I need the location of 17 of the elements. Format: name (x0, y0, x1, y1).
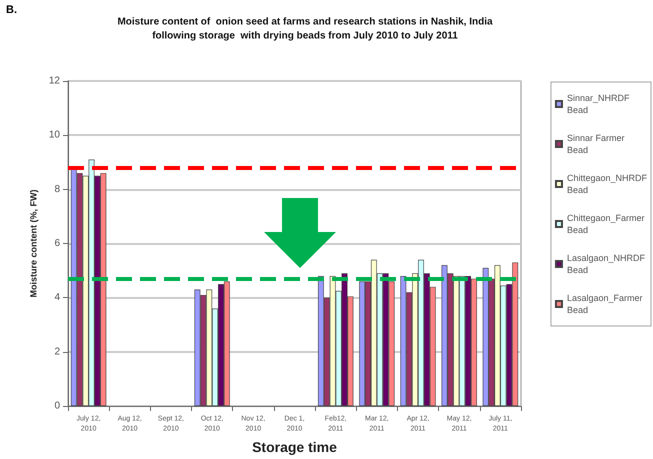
y-tick-label: 6 (54, 238, 60, 249)
legend-label: Chittegaon_Farmer Bead (566, 213, 645, 235)
legend-label: Sinnar_NHRDF Bead (566, 93, 630, 115)
chart-title: Moisture content of onion seed at farms and research stations in Nashik, India following storage with drying beads from July 2010 to July 2011 (117, 16, 493, 42)
legend-label: Lasalgaon_Farmer Bead (566, 293, 643, 315)
legend-label: Chittegaon_NHRDF Bead (566, 173, 648, 195)
x-axis-title: Storage time (252, 439, 338, 455)
y-tick-label: 12 (48, 76, 60, 86)
y-tick-label: 0 (54, 400, 60, 412)
legend-label: Sinnar Farmer Bead (566, 133, 624, 155)
text: B. (6, 4, 17, 16)
legend-label: Lasalgaon_NHRDF Bead (566, 253, 646, 275)
y-tick-label: 8 (54, 184, 60, 195)
y-tick-label: 2 (54, 346, 60, 358)
y-tick-label: 4 (54, 292, 60, 304)
y-axis-title: Moisture content (%, FW) (28, 190, 38, 298)
y-tick-label: 10 (48, 130, 60, 141)
